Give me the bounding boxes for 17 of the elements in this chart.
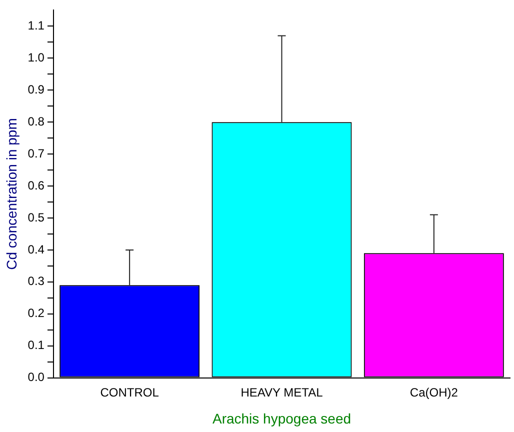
x-tick-label: Ca(OH)2	[410, 385, 458, 400]
y-tick-label: 0.7	[28, 146, 45, 160]
y-tick-label: 0.1	[28, 338, 45, 352]
x-tick-label: HEAVY METAL	[240, 385, 324, 400]
x-tick-label: CONTROL	[100, 385, 160, 400]
y-tick-label: 0.6	[28, 178, 45, 192]
y-tick-label: 0.8	[28, 114, 45, 128]
x-axis-title: Arachis hypogea seed	[212, 410, 352, 426]
y-tick-label: 0.5	[28, 210, 45, 224]
y-tick-label: 0.0	[28, 370, 45, 384]
y-tick-label: 0.3	[28, 274, 45, 288]
y-tick-label: 0.9	[28, 82, 45, 96]
y-tick-label: 1.1	[28, 18, 45, 32]
y-tick-label: 0.4	[28, 242, 45, 256]
y-tick-label: 0.2	[28, 306, 45, 320]
y-axis-title: Cd concentration in ppm	[3, 118, 20, 270]
y-tick-label: 1.0	[28, 50, 45, 64]
